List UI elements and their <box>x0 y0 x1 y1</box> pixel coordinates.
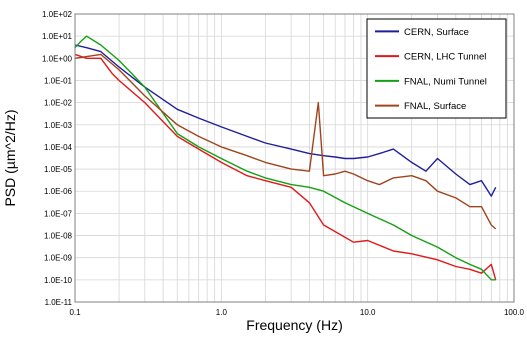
legend: CERN, Surface CERN, LHC Tunnel FNAL, Numi … <box>366 18 507 119</box>
y-tick-labels: 1.0E-11 1.0E-10 1.0E-09 1.0E-08 1.0E-07 1.0E-… <box>42 10 73 307</box>
legend-label: FNAL, Numi Tunnel <box>404 76 487 87</box>
legend-items: CERN, Surface CERN, LHC Tunnel FNAL, Numi … <box>375 27 487 112</box>
legend-label: FNAL, Surface <box>404 101 466 112</box>
x-axis-title: Frequency (Hz) <box>246 317 342 333</box>
x-tick-labels: 0.1 1.0 10.0 100.0 <box>69 308 524 317</box>
y-tick-label: 1.0E-03 <box>44 121 73 130</box>
legend-box <box>366 18 507 119</box>
y-tick-label: 1.0E-10 <box>44 276 73 285</box>
series-line-3 <box>74 35 496 281</box>
legend-label: CERN, LHC Tunnel <box>404 52 486 63</box>
x-tick-label: 0.1 <box>69 308 81 317</box>
y-tick-label: 1.0E-05 <box>44 165 73 174</box>
y-tick-label: 1.0E-09 <box>44 254 73 263</box>
series-line-2 <box>74 53 497 280</box>
series-lines <box>74 35 497 281</box>
y-tick-label: 1.0E-08 <box>44 232 73 241</box>
plot-frame <box>74 13 515 303</box>
y-tick-label: 1.0E-06 <box>44 187 73 196</box>
series-line-4 <box>74 53 497 230</box>
series-line-1 <box>74 44 497 197</box>
y-tick-label: 1.0E-07 <box>44 209 73 218</box>
y-tick-label: 1.0E-01 <box>44 76 73 85</box>
y-tick-label: 1.0E+02 <box>42 10 73 19</box>
y-tick-label: 1.0E-11 <box>45 298 73 307</box>
x-tick-label: 10.0 <box>360 308 376 317</box>
y-tick-label: 1.0E-02 <box>44 99 73 108</box>
legend-label: CERN, Surface <box>404 27 469 38</box>
y-tick-label: 1.0E-04 <box>44 143 73 152</box>
y-tick-label: 1.0E+00 <box>42 54 73 63</box>
x-tick-label: 100.0 <box>504 308 525 317</box>
y-axis-title: PSD (µm^2/Hz) <box>2 109 18 206</box>
x-tick-label: 1.0 <box>216 308 228 317</box>
y-tick-label: 1.0E+01 <box>42 32 73 41</box>
